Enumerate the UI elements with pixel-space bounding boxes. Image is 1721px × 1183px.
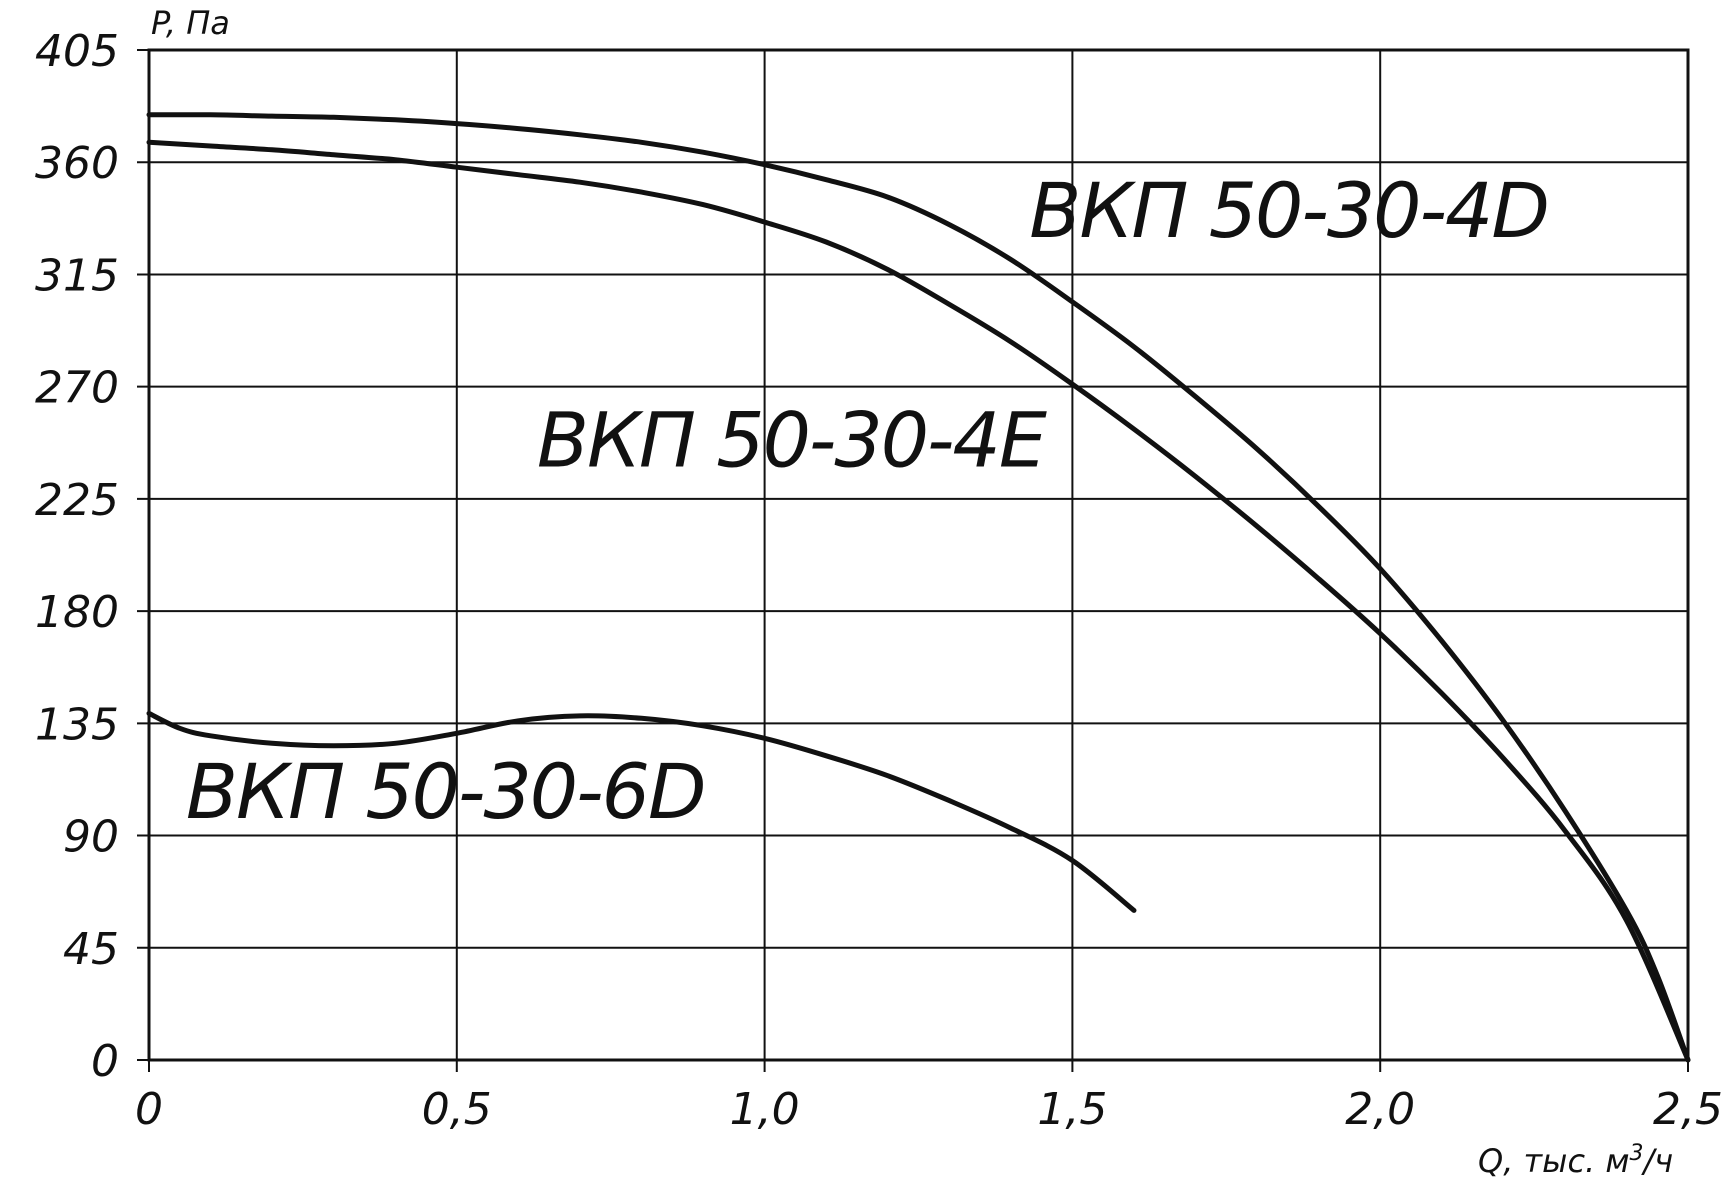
curves bbox=[146, 112, 1691, 1063]
y-tick-label: 315 bbox=[35, 250, 119, 301]
label-vkp-50-30-6d: ВКП 50-30-6D bbox=[186, 747, 705, 836]
y-tick-label: 270 bbox=[35, 363, 119, 414]
x-axis-title-suffix: /ч bbox=[1641, 1142, 1674, 1180]
y-axis-title: P, Па bbox=[151, 4, 230, 42]
y-tick-label: 405 bbox=[35, 26, 119, 77]
x-tick-label: 1,0 bbox=[730, 1084, 800, 1135]
x-tick-labels: 0 0,5 1,0 1,5 2,0 2,5 bbox=[135, 1084, 1721, 1135]
x-tick-label: 1,5 bbox=[1037, 1084, 1107, 1135]
curve-vkp-50-30-4e bbox=[146, 139, 1691, 1063]
plot-frame bbox=[147, 48, 1690, 1062]
y-tick-label: 360 bbox=[35, 138, 119, 189]
x-axis-title: Q, тыс. м3/ч bbox=[1478, 1141, 1673, 1180]
series-labels: ВКП 50-30-4D ВКП 50-30-4E ВКП 50-30-6D bbox=[186, 166, 1550, 836]
curve-vkp-50-30-6d bbox=[146, 710, 1137, 913]
x-tick-label: 2,0 bbox=[1345, 1084, 1415, 1135]
y-tick-label: 90 bbox=[63, 812, 119, 863]
y-tick-label: 135 bbox=[35, 699, 119, 750]
x-tick-label: 0 bbox=[135, 1084, 163, 1135]
y-tick-label: 45 bbox=[63, 924, 119, 975]
y-tick-label: 180 bbox=[35, 587, 119, 638]
y-tick-label: 0 bbox=[91, 1036, 119, 1087]
x-axis-title-sup: 3 bbox=[1630, 1141, 1644, 1166]
curve-vkp-50-30-4d bbox=[146, 112, 1691, 1063]
x-tick-label: 2,5 bbox=[1653, 1084, 1721, 1135]
label-vkp-50-30-4e: ВКП 50-30-4E bbox=[537, 395, 1047, 484]
y-tick-label: 225 bbox=[35, 475, 119, 526]
x-axis-title-main: Q, тыс. м bbox=[1478, 1142, 1630, 1180]
x-tick-label: 0,5 bbox=[422, 1084, 492, 1135]
y-tick-labels: 0 45 90 135 180 225 270 315 360 405 bbox=[35, 26, 119, 1087]
label-vkp-50-30-4d: ВКП 50-30-4D bbox=[1029, 166, 1548, 255]
